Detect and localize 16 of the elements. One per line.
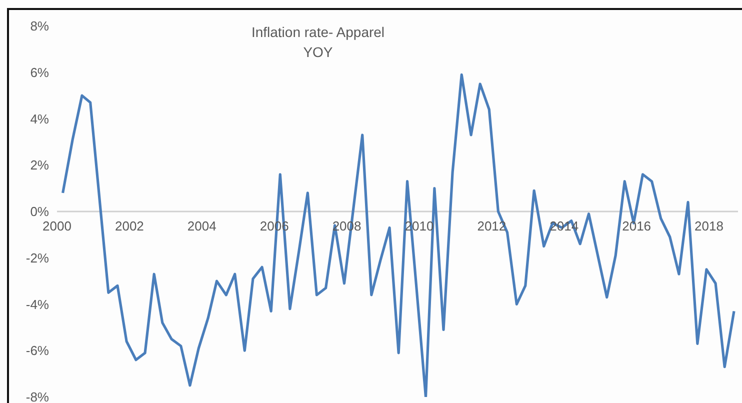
text: YOY	[303, 44, 334, 60]
y-tick-label: 8%	[30, 18, 50, 34]
y-tick-label: -4%	[26, 296, 50, 312]
y-tick-label: -6%	[26, 343, 50, 358]
x-tick-label: 2002	[114, 218, 144, 234]
y-tick-label: 2%	[30, 158, 50, 173]
x-tick-label: 2000	[42, 218, 72, 234]
x-tick-label: 2016	[622, 218, 652, 234]
chart-title: Inflation rate- Apparel	[251, 24, 385, 40]
y-tick-label: -8%	[26, 390, 50, 403]
y-tick-label: 6%	[30, 64, 50, 80]
y-tick-label: 0%	[30, 204, 50, 220]
x-tick-label: 2018	[694, 218, 724, 234]
y-tick-label: -2%	[26, 250, 50, 266]
x-tick-label: 2004	[187, 218, 216, 234]
y-tick-label: 4%	[30, 111, 50, 126]
